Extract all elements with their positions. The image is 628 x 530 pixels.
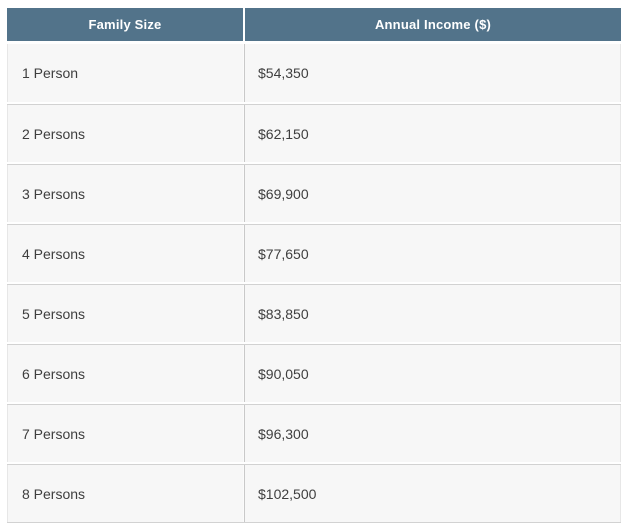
column-header-family-size: Family Size <box>7 8 243 41</box>
annual-income-cell: $83,850 <box>244 285 621 342</box>
family-size-cell: 5 Persons <box>7 285 244 342</box>
annual-income-cell: $96,300 <box>244 405 621 462</box>
table-header-row: Family Size Annual Income ($) <box>7 8 621 41</box>
table-row: 4 Persons $77,650 <box>7 224 621 282</box>
annual-income-cell: $102,500 <box>244 465 621 522</box>
annual-income-cell: $77,650 <box>244 225 621 282</box>
family-size-cell: 2 Persons <box>7 105 244 162</box>
column-header-annual-income: Annual Income ($) <box>245 8 621 41</box>
family-size-cell: 8 Persons <box>7 465 244 522</box>
table-row: 8 Persons $102,500 <box>7 464 621 522</box>
annual-income-cell: $54,350 <box>244 44 621 102</box>
table-row: 6 Persons $90,050 <box>7 344 621 402</box>
family-size-cell: 1 Person <box>7 44 244 102</box>
table-row: 2 Persons $62,150 <box>7 104 621 162</box>
family-size-cell: 3 Persons <box>7 165 244 222</box>
annual-income-cell: $69,900 <box>244 165 621 222</box>
table-row: 5 Persons $83,850 <box>7 284 621 342</box>
annual-income-cell: $62,150 <box>244 105 621 162</box>
family-size-cell: 6 Persons <box>7 345 244 402</box>
annual-income-cell: $90,050 <box>244 345 621 402</box>
family-size-cell: 7 Persons <box>7 405 244 462</box>
table-row: 3 Persons $69,900 <box>7 164 621 222</box>
table-row: 1 Person $54,350 <box>7 44 621 102</box>
table-body: 1 Person $54,350 2 Persons $62,150 3 Persons… <box>7 44 621 523</box>
income-limits-table: Family Size Annual Income ($) 1 Person $5… <box>7 8 621 523</box>
family-size-cell: 4 Persons <box>7 225 244 282</box>
table-row: 7 Persons $96,300 <box>7 404 621 462</box>
